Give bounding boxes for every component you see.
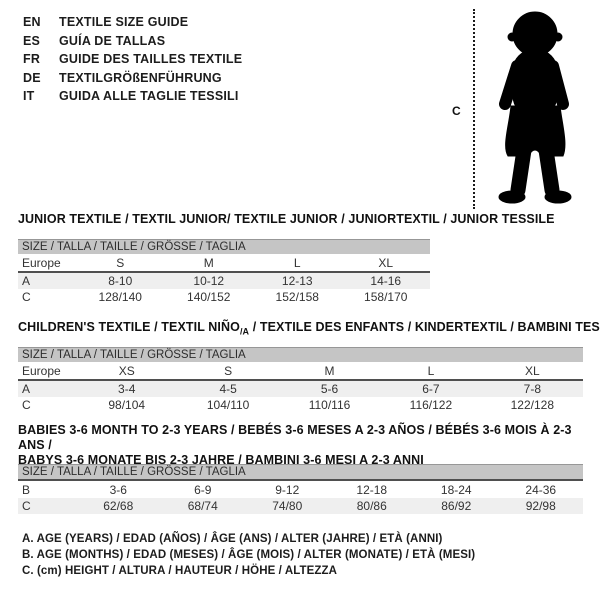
- table-row: C 62/68 68/74 74/80 80/86 86/92 92/98: [18, 498, 583, 514]
- language-row-en: EN TEXTILE SIZE GUIDE: [23, 13, 242, 32]
- language-code: IT: [23, 89, 35, 104]
- size-cell: XL: [524, 363, 540, 378]
- table-row: C 98/104 104/110 110/116 116/122 122/128: [18, 397, 583, 413]
- size-cell: XS: [118, 363, 135, 378]
- children-title-post: / TEXTILE DES ENFANTS / KINDERTEXTIL / B…: [249, 320, 600, 334]
- height-cell: 86/92: [441, 499, 472, 513]
- row-label: A: [22, 382, 31, 396]
- age-cell: 18-24: [440, 482, 472, 497]
- height-cell: 92/98: [525, 499, 556, 513]
- age-cell: 3-6: [109, 482, 127, 497]
- footnote-age-months: B. AGE (MONTHS) / EDAD (MESES) / ÂGE (MO…: [22, 549, 476, 561]
- size-cell: XL: [378, 255, 394, 270]
- age-cell: 8-10: [108, 274, 133, 288]
- table-row: A 3-4 4-5 5-6 6-7 7-8: [18, 379, 583, 397]
- age-cell: 9-12: [275, 482, 300, 497]
- height-cell: 104/110: [206, 398, 250, 412]
- size-cell: S: [224, 363, 233, 378]
- age-cell: 14-16: [370, 274, 402, 288]
- height-cell: 80/86: [356, 499, 387, 513]
- children-size-table: SIZE / TALLA / TAILLE / GRÖSSE / TAGLIA …: [18, 347, 583, 413]
- height-cell: 74/80: [272, 499, 303, 513]
- row-label: Europe: [22, 255, 61, 270]
- language-code: FR: [23, 52, 41, 67]
- baby-silhouette-icon: [498, 11, 572, 204]
- children-title-sub: /A: [239, 326, 250, 337]
- children-table-title: CHILDREN'S TEXTILE / TEXTIL NIÑO/A / TEX…: [18, 320, 600, 337]
- row-label: C: [22, 290, 31, 304]
- junior-table-title: JUNIOR TEXTILE / TEXTIL JUNIOR/ TEXTILE …: [18, 212, 555, 226]
- language-title: TEXTILE SIZE GUIDE: [59, 15, 189, 30]
- age-cell: 6-7: [422, 382, 440, 396]
- age-cell: 4-5: [219, 382, 237, 396]
- age-cell: 24-36: [525, 482, 557, 497]
- height-measurement-figure: C: [440, 6, 598, 212]
- footnote-age-years: A. AGE (YEARS) / EDAD (AÑOS) / ÂGE (ANS)…: [22, 533, 443, 545]
- row-label: C: [22, 499, 31, 513]
- height-cell: 98/104: [108, 398, 146, 412]
- size-cell: M: [203, 255, 214, 270]
- size-header-bar: SIZE / TALLA / TAILLE / GRÖSSE / TAGLIA: [18, 239, 430, 254]
- babies-title-line2: BABYS 3-6 MONATE BIS 2-3 JAHRE / BAMBINI…: [18, 453, 424, 467]
- language-title: GUIDA ALLE TAGLIE TESSILI: [59, 89, 239, 104]
- size-cell: S: [116, 255, 125, 270]
- row-label: B: [22, 482, 31, 497]
- height-cell: 158/170: [364, 290, 408, 304]
- height-cell: 116/122: [409, 398, 453, 412]
- language-row-fr: FR GUIDE DES TAILLES TEXTILE: [23, 50, 242, 69]
- footnote-height: C. (cm) HEIGHT / ALTURA / HAUTEUR / HÖHE…: [22, 565, 338, 577]
- language-row-it: IT GUIDA ALLE TAGLIE TESSILI: [23, 87, 242, 106]
- height-cell: 62/68: [103, 499, 134, 513]
- language-title-list: EN TEXTILE SIZE GUIDE ES GUÍA DE TALLAS …: [23, 13, 242, 106]
- table-row: C 128/140 140/152 152/158 158/170: [18, 289, 430, 305]
- height-marker-label: C: [452, 104, 461, 118]
- table-row: Europe S M L XL: [18, 254, 430, 271]
- babies-title-line1: BABIES 3-6 MONTH TO 2-3 YEARS / BEBÉS 3-…: [18, 423, 572, 452]
- children-title-pre: CHILDREN'S TEXTILE / TEXTIL NIÑO: [18, 320, 240, 334]
- language-title: TEXTILGRÖßENFÜHRUNG: [59, 70, 222, 85]
- height-cell: 122/128: [510, 398, 555, 412]
- table-row: Europe XS S M L XL: [18, 362, 583, 379]
- age-cell: 6-9: [194, 482, 212, 497]
- height-dotted-line: [473, 9, 475, 209]
- row-label: A: [22, 274, 31, 288]
- language-row-de: DE TEXTILGRÖßENFÜHRUNG: [23, 69, 242, 88]
- table-row: A 8-10 10-12 12-13 14-16: [18, 271, 430, 289]
- age-cell: 10-12: [193, 274, 225, 288]
- row-label: Europe: [22, 363, 61, 378]
- language-title: GUIDE DES TAILLES TEXTILE: [59, 52, 243, 67]
- babies-table-title: BABIES 3-6 MONTH TO 2-3 YEARS / BEBÉS 3-…: [18, 423, 583, 468]
- junior-size-table: SIZE / TALLA / TAILLE / GRÖSSE / TAGLIA …: [18, 239, 430, 305]
- age-cell: 7-8: [523, 382, 541, 396]
- language-code: EN: [23, 15, 41, 30]
- age-cell: 12-13: [281, 274, 313, 288]
- language-code: DE: [23, 70, 41, 85]
- height-cell: 152/158: [275, 290, 319, 304]
- babies-size-table: SIZE / TALLA / TAILLE / GRÖSSE / TAGLIA …: [18, 464, 583, 514]
- age-cell: 3-4: [118, 382, 136, 396]
- size-header-bar: SIZE / TALLA / TAILLE / GRÖSSE / TAGLIA: [18, 464, 583, 479]
- height-cell: 128/140: [98, 290, 142, 304]
- table-row: B 3-6 6-9 9-12 12-18 18-24 24-36: [18, 479, 583, 498]
- row-label: C: [22, 398, 31, 412]
- age-cell: 12-18: [356, 482, 388, 497]
- size-cell: L: [293, 255, 301, 270]
- age-cell: 5-6: [320, 382, 339, 396]
- size-header-bar: SIZE / TALLA / TAILLE / GRÖSSE / TAGLIA: [18, 347, 583, 362]
- language-row-es: ES GUÍA DE TALLAS: [23, 32, 242, 51]
- language-title: GUÍA DE TALLAS: [59, 33, 166, 48]
- height-cell: 68/74: [187, 499, 218, 513]
- height-cell: 140/152: [187, 290, 231, 304]
- height-cell: 110/116: [308, 398, 351, 412]
- size-cell: L: [427, 363, 435, 378]
- language-code: ES: [23, 33, 41, 48]
- size-cell: M: [324, 363, 335, 378]
- footnotes: A. AGE (YEARS) / EDAD (AÑOS) / ÂGE (ANS)…: [22, 531, 475, 579]
